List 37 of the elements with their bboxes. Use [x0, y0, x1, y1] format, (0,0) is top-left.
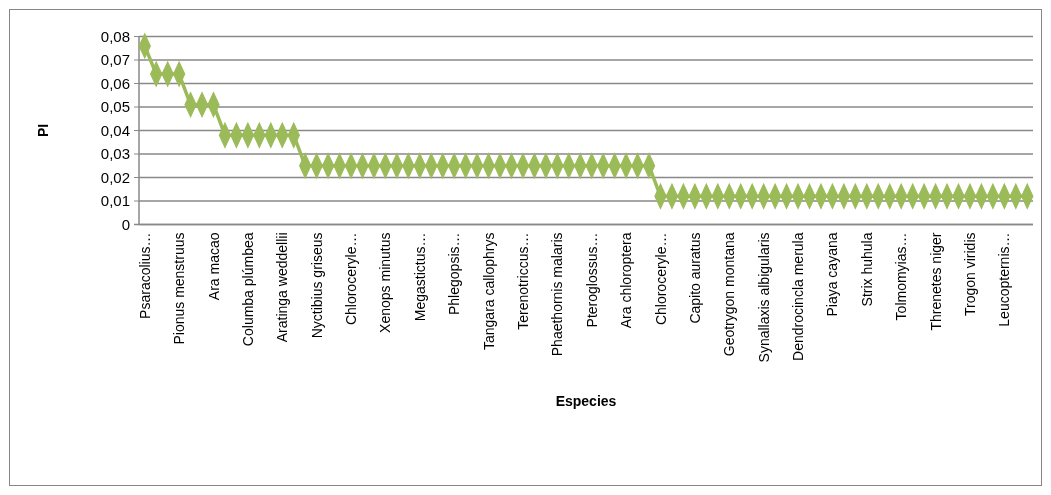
x-tick-label: Dendrocincla merula [790, 232, 807, 361]
x-tick-label: Piaya cayana [824, 232, 841, 317]
x-tick-label: Tangara callophrys [480, 232, 497, 351]
x-tick-label: Phaethornis malaris [549, 232, 566, 357]
x-tick-label: Threnetes niger [927, 232, 944, 331]
x-tick-label: Columba plúmbea [239, 232, 256, 347]
y-tick-label: 0,07 [100, 51, 130, 69]
x-axis-title: Especies [555, 393, 617, 409]
x-tick-label: Strix huhula [858, 232, 875, 307]
x-tick-label: Terenotriccus… [514, 232, 531, 330]
x-tick-label: Psaracolius… [136, 232, 153, 319]
x-tick-label: Ara chloroptera [618, 232, 635, 329]
x-tick-label: Tolmomyias… [893, 232, 910, 321]
y-tick-label: 0,03 [100, 145, 130, 163]
x-tick-label: Capito auratus [686, 232, 703, 324]
x-tick-label: Xenops minutus [377, 232, 394, 333]
x-tick-label: Aratinga weddellii [274, 232, 291, 343]
x-tick-label: Chloroceryle… [343, 232, 360, 326]
x-tick-label: Pteroglossus… [583, 232, 600, 328]
y-tick-label: 0,04 [100, 121, 130, 139]
x-tick-label: Geotrygon montana [721, 232, 738, 357]
y-tick-label: 0,08 [100, 27, 130, 45]
x-tick-label: Trogon viridis [961, 232, 978, 317]
x-tick-label: Phlegopsis… [446, 232, 463, 315]
y-tick-label: 0 [121, 215, 130, 233]
x-tick-label: Megastictus… [411, 232, 428, 322]
x-tick-label: Pionus menstruus [171, 232, 188, 345]
y-tick-label: 0,02 [100, 168, 130, 186]
x-tick-label: Ara macao [205, 232, 222, 301]
x-tick-label: Chloroceryle… [652, 232, 669, 326]
y-tick-label: 0,06 [100, 74, 130, 92]
y-tick-label: 0,01 [100, 192, 130, 210]
y-axis-title: PI [35, 123, 51, 138]
y-tick-label: 0,05 [100, 98, 130, 116]
x-tick-label: Nyctibius griseus [308, 232, 325, 339]
x-tick-label: Leucopternis… [996, 232, 1013, 327]
x-tick-label: Synallaxis albigularis [755, 232, 772, 363]
